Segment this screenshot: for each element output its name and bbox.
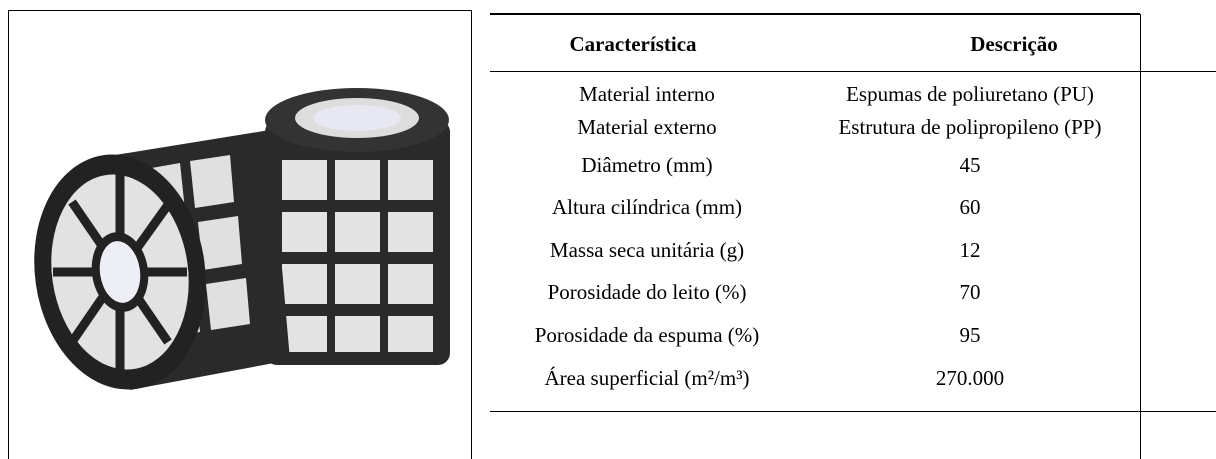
table-cell: 45 — [959, 153, 981, 177]
border — [8, 10, 9, 459]
table-cell: Estrutura de polipropileno (PP) — [838, 115, 1102, 139]
table-cell: Massa seca unitária (g) — [549, 238, 745, 262]
border — [490, 13, 1140, 15]
table-cell: Diâmetro (mm) — [581, 153, 713, 177]
border — [8, 10, 471, 11]
header-cell: Descrição — [970, 32, 1058, 56]
table-cell: Material interno — [579, 82, 715, 106]
table-cell: Espumas de poliuretano (PU) — [846, 82, 1094, 106]
table-cell: 12 — [959, 238, 981, 262]
table-cell: Área superficial (m²/m³) — [544, 366, 750, 390]
header-cell: Característica — [569, 32, 697, 56]
table-cell: 270.000 — [935, 366, 1005, 390]
table-cell: Porosidade da espuma (%) — [534, 323, 760, 347]
product-image — [34, 88, 450, 390]
border — [471, 10, 472, 459]
border — [1140, 14, 1141, 459]
table-cell: 60 — [959, 195, 981, 219]
table-cell: 70 — [959, 280, 981, 304]
border — [490, 71, 1216, 72]
table-cell: 95 — [959, 323, 981, 347]
border — [490, 411, 1216, 412]
table-cell: Altura cilíndrica (mm) — [551, 195, 743, 219]
table-cell: Material externo — [577, 115, 717, 139]
table-cell: Porosidade do leito (%) — [547, 280, 747, 304]
